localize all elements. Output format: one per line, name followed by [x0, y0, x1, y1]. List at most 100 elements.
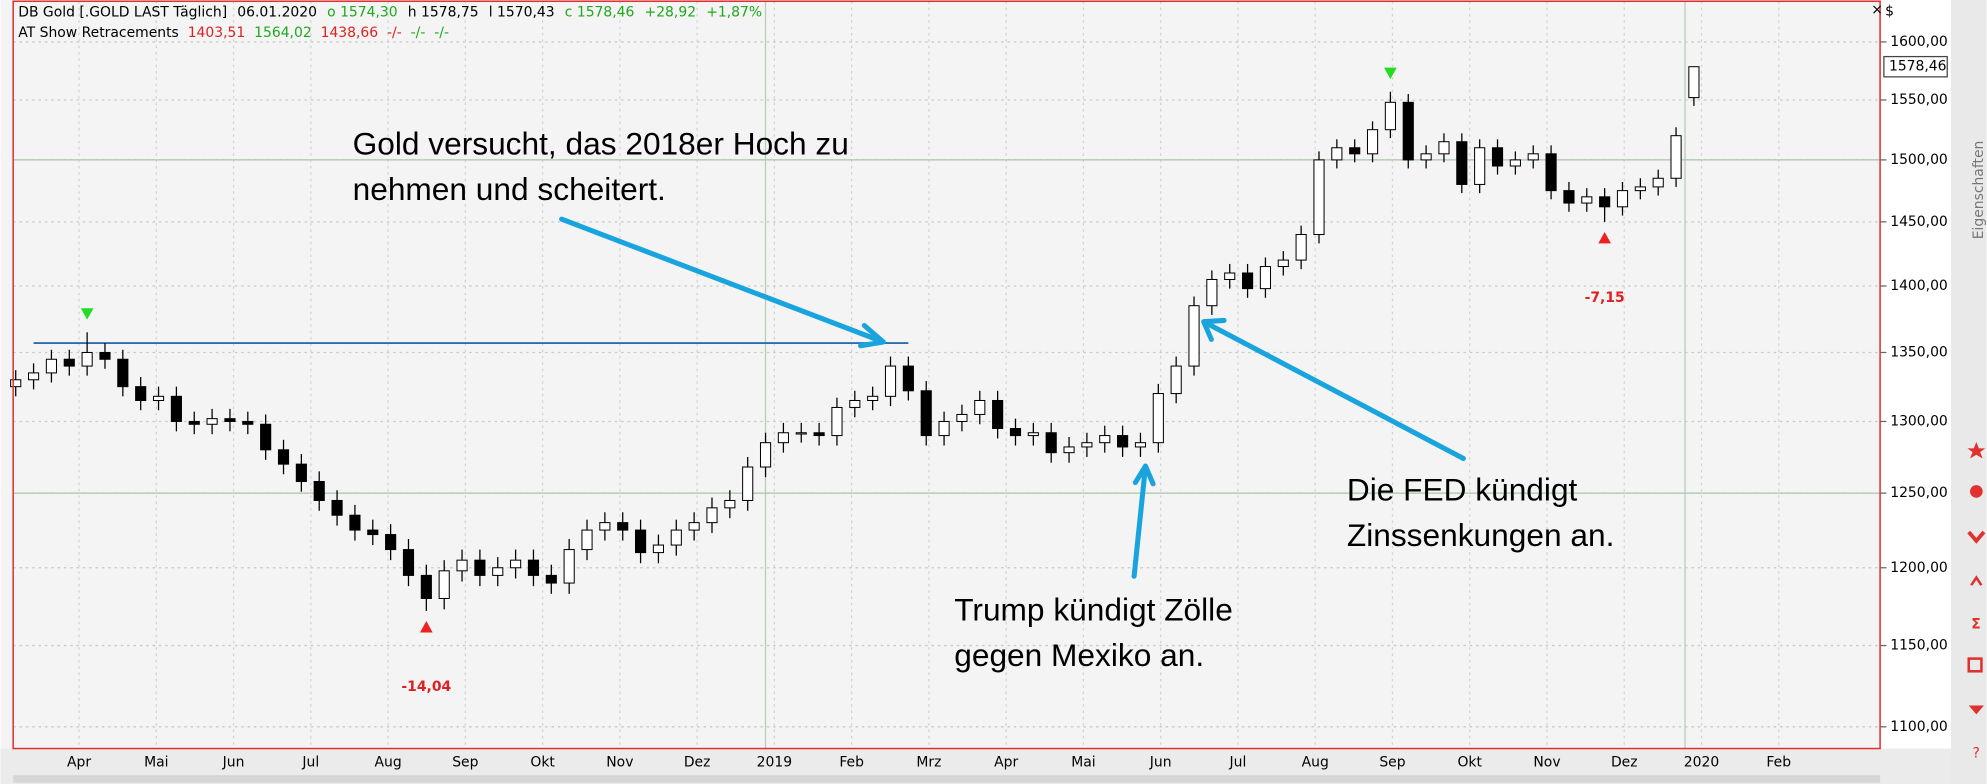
candle-body — [331, 499, 343, 516]
candle-body — [1295, 234, 1307, 261]
candle-body — [635, 529, 647, 554]
candle-body — [884, 365, 897, 397]
candle-body — [1117, 435, 1129, 448]
y-tick-label: 1350,00 — [1890, 344, 1948, 360]
quote-value: o 1574,30 — [327, 5, 398, 21]
x-tick-label: 2020 — [1684, 754, 1719, 770]
candle-body — [527, 559, 540, 576]
candle-body — [1170, 365, 1182, 395]
y-tick-label: 1600,00 — [1890, 34, 1948, 50]
candle-body — [1545, 153, 1557, 192]
candle-body — [920, 390, 932, 437]
close-button[interactable]: × — [1871, 2, 1883, 18]
candle-body — [1259, 266, 1272, 290]
indicator-value: -/- — [411, 25, 426, 41]
candle-body — [992, 399, 1004, 430]
y-tick-label: 1150,00 — [1890, 638, 1948, 654]
x-tick-label: Aug — [374, 754, 401, 770]
candle-body — [1152, 393, 1164, 444]
candle-body — [956, 413, 968, 422]
x-tick-label: Sep — [452, 754, 478, 770]
x-tick-label: Nov — [606, 754, 633, 770]
candle-body — [349, 514, 361, 531]
y-tick-label: 1550,00 — [1890, 92, 1948, 108]
candle-body — [510, 559, 522, 569]
candle-body — [367, 529, 379, 536]
x-tick-label: 2019 — [757, 754, 792, 770]
x-tick-label: Dez — [684, 754, 711, 770]
icon[interactable] — [1967, 442, 1986, 459]
candle-body — [902, 365, 914, 392]
candle-body — [1616, 190, 1629, 208]
annotation: gegen Mexiko an. — [954, 637, 1204, 673]
last-price-label: 1578,46 — [1889, 59, 1947, 75]
candle-body — [456, 559, 468, 572]
panel-label[interactable]: Eigenschaften — [1971, 141, 1987, 240]
candle-body — [1456, 141, 1468, 185]
x-tick-label: Dez — [1611, 754, 1638, 770]
x-tick-label: Jul — [1229, 754, 1247, 770]
high-signal — [80, 308, 94, 320]
arrow — [559, 216, 886, 349]
icon[interactable] — [1970, 575, 1983, 586]
candle-body — [724, 499, 736, 509]
candle-body — [831, 406, 843, 437]
quote-value: l 1570,43 — [489, 5, 555, 21]
candle-body — [27, 372, 40, 381]
x-tick-label: Nov — [1533, 754, 1560, 770]
candle-body — [706, 507, 718, 524]
icon[interactable] — [1970, 485, 1983, 498]
candle-body — [1402, 101, 1414, 161]
candle-body — [1027, 432, 1039, 437]
candle-body — [117, 358, 129, 388]
annotation: Gold versucht, das 2018er Hoch zu — [353, 126, 849, 162]
indicator-value: -/- — [434, 25, 449, 41]
candle-body — [45, 358, 57, 374]
high-signal — [1384, 67, 1397, 80]
candle-body — [688, 522, 700, 531]
candle-body — [1474, 147, 1486, 185]
candle-body — [1420, 153, 1432, 161]
annotation: Die FED kündigt — [1347, 471, 1578, 507]
quote-value: +28,92 — [645, 5, 697, 21]
x-tick-label: Okt — [1457, 754, 1482, 770]
x-tick-label: Jun — [222, 754, 245, 770]
icon[interactable]: Σ — [1971, 616, 1981, 632]
low-signal — [1598, 231, 1611, 244]
scrollbar[interactable] — [13, 775, 1881, 783]
y-tick-label: 1200,00 — [1890, 560, 1948, 576]
icon[interactable]: ? — [1973, 746, 1980, 762]
icon[interactable] — [1967, 530, 1986, 544]
toolbar-icons: Σ ? — [1967, 442, 1986, 762]
x-tick-label: Apr — [994, 754, 1018, 770]
y-tick-label: 1250,00 — [1890, 485, 1948, 501]
candle-body — [277, 449, 290, 465]
x-tick-label: Jul — [301, 754, 319, 770]
candle-body — [1670, 135, 1682, 179]
x-tick-label: Jun — [1149, 754, 1172, 770]
icon[interactable] — [1967, 657, 1983, 673]
candle-body — [1688, 66, 1700, 99]
candle-body — [1063, 446, 1075, 454]
candle-body — [670, 529, 682, 546]
icon[interactable] — [1968, 705, 1984, 715]
candle-body — [81, 351, 93, 367]
candle-body — [1277, 259, 1289, 268]
y-tick-label: 1400,00 — [1890, 278, 1948, 294]
candle-body — [1581, 196, 1593, 204]
arrow — [1131, 463, 1156, 579]
candle-body — [652, 544, 665, 554]
currency: $ — [1885, 3, 1894, 19]
quote-date: 06.01.2020 — [237, 5, 317, 21]
candle-body — [1438, 141, 1450, 155]
x-tick-label: Feb — [1766, 754, 1791, 770]
candle-body — [974, 399, 986, 415]
annotation: nehmen und scheitert. — [353, 171, 666, 207]
candle-body — [492, 567, 504, 576]
indicator-line: AT Show Retracements 1403,51 1564,02 1438,6… — [18, 25, 449, 41]
candle-body — [63, 358, 75, 367]
header-line: DB Gold [.GOLD LAST Täglich] 06.01.2020 o … — [18, 5, 762, 21]
indicator-value: -/- — [387, 25, 402, 41]
low-signal — [420, 621, 433, 633]
candle-body — [1099, 435, 1111, 444]
